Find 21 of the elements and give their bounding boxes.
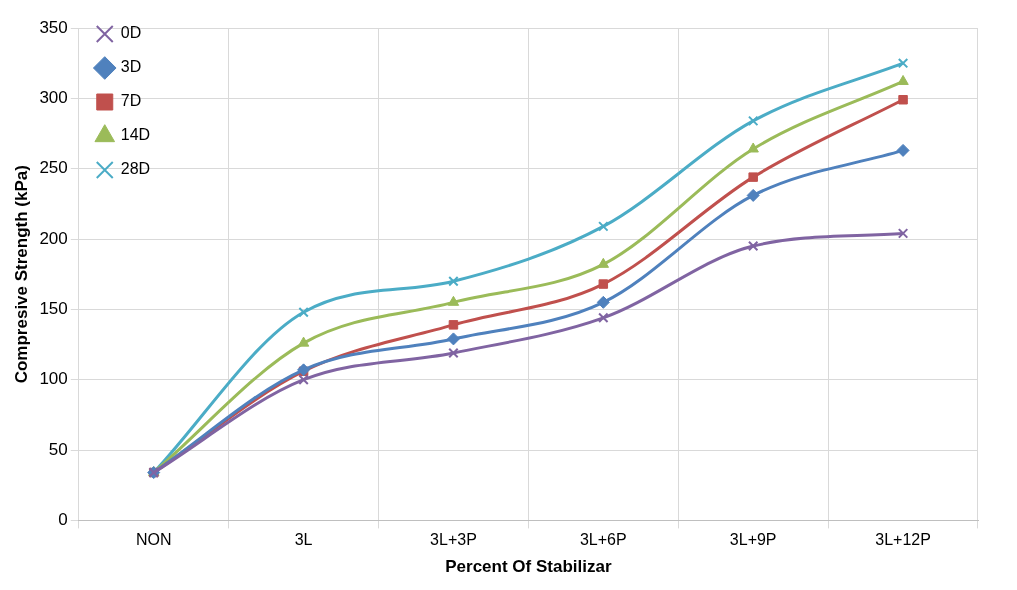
y-tick-label: 250 — [39, 158, 68, 178]
legend-label: 28D — [120, 160, 151, 178]
x-axis-title: Percent Of Stabilizar — [445, 557, 612, 577]
y-tick-label: 350 — [39, 17, 68, 37]
x-tick-label: 3L+6P — [579, 531, 627, 549]
y-tick-label: 150 — [39, 299, 68, 319]
legend-label: 3D — [120, 58, 142, 76]
x-tick-label: NON — [135, 531, 172, 549]
legend-label: 7D — [120, 92, 142, 110]
y-axis-title: Compresive Strength (kPa) — [11, 165, 31, 384]
y-tick-label: 300 — [39, 88, 68, 108]
x-tick-label: 3L+3P — [430, 531, 477, 549]
y-tick-label: 0 — [58, 510, 68, 530]
y-tick-label: 200 — [39, 228, 68, 248]
x-tick-label: 3L — [294, 531, 313, 549]
y-tick-label: 50 — [48, 439, 68, 459]
legend-label: 0D — [120, 24, 142, 42]
legend-label: 14D — [120, 126, 151, 144]
x-tick-label: 3L+9P — [729, 531, 777, 549]
y-tick-label: 100 — [39, 369, 68, 389]
x-tick-label: 3L+12P — [875, 531, 931, 549]
